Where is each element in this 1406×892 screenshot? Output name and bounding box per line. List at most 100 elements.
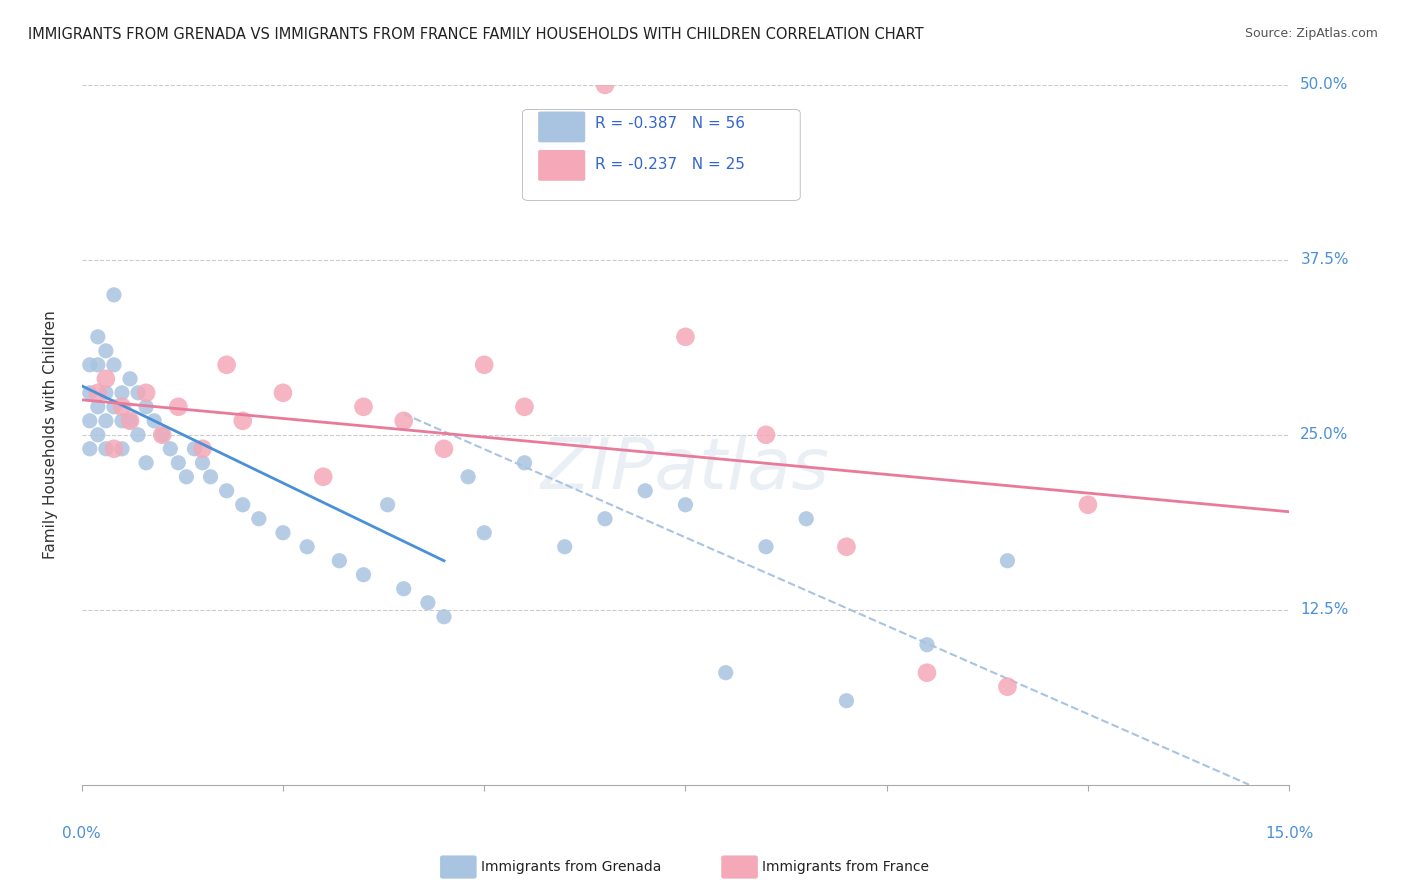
- Point: [634, 483, 657, 498]
- FancyBboxPatch shape: [538, 150, 585, 181]
- Point: [94, 343, 117, 358]
- Point: [135, 385, 157, 400]
- Point: [353, 400, 375, 414]
- Point: [915, 638, 938, 652]
- Point: [675, 498, 697, 512]
- Point: [392, 414, 415, 428]
- Point: [794, 512, 817, 526]
- Point: [176, 470, 198, 484]
- Point: [271, 385, 294, 400]
- Point: [416, 596, 439, 610]
- Point: [103, 358, 125, 372]
- FancyBboxPatch shape: [538, 112, 585, 143]
- Point: [79, 385, 101, 400]
- Point: [755, 540, 778, 554]
- Text: Source: ZipAtlas.com: Source: ZipAtlas.com: [1244, 27, 1378, 40]
- FancyBboxPatch shape: [440, 855, 477, 879]
- Point: [755, 427, 778, 442]
- Point: [103, 400, 125, 414]
- Point: [118, 414, 141, 428]
- Point: [997, 680, 1019, 694]
- Point: [94, 385, 117, 400]
- Point: [87, 358, 110, 372]
- Point: [593, 512, 616, 526]
- Point: [247, 512, 270, 526]
- Point: [150, 427, 173, 442]
- Text: R = -0.237   N = 25: R = -0.237 N = 25: [595, 156, 745, 171]
- Point: [295, 540, 318, 554]
- Text: 25.0%: 25.0%: [1301, 427, 1348, 442]
- Point: [1077, 498, 1099, 512]
- Text: 15.0%: 15.0%: [1265, 826, 1313, 841]
- Y-axis label: Family Households with Children: Family Households with Children: [44, 310, 58, 559]
- Point: [87, 385, 110, 400]
- Point: [513, 456, 536, 470]
- FancyBboxPatch shape: [721, 855, 758, 879]
- Point: [159, 442, 181, 456]
- Point: [135, 456, 157, 470]
- Point: [118, 372, 141, 386]
- Point: [675, 330, 697, 344]
- Point: [103, 442, 125, 456]
- Point: [127, 427, 149, 442]
- Text: 50.0%: 50.0%: [1301, 78, 1348, 93]
- Text: IMMIGRANTS FROM GRENADA VS IMMIGRANTS FROM FRANCE FAMILY HOUSEHOLDS WITH CHILDRE: IMMIGRANTS FROM GRENADA VS IMMIGRANTS FR…: [28, 27, 924, 42]
- Point: [513, 400, 536, 414]
- Point: [377, 498, 399, 512]
- Point: [191, 442, 214, 456]
- Point: [232, 498, 254, 512]
- Point: [94, 414, 117, 428]
- Point: [111, 442, 134, 456]
- Point: [79, 442, 101, 456]
- FancyBboxPatch shape: [523, 110, 800, 201]
- Point: [94, 372, 117, 386]
- Point: [150, 427, 173, 442]
- Point: [271, 525, 294, 540]
- Text: Immigrants from Grenada: Immigrants from Grenada: [481, 860, 661, 874]
- Point: [167, 400, 190, 414]
- Point: [835, 694, 858, 708]
- Point: [111, 414, 134, 428]
- Point: [328, 554, 350, 568]
- Point: [118, 414, 141, 428]
- Point: [87, 427, 110, 442]
- Text: ZIPatlas: ZIPatlas: [541, 435, 830, 504]
- Point: [472, 525, 495, 540]
- Point: [94, 442, 117, 456]
- Point: [554, 540, 576, 554]
- Point: [714, 665, 737, 680]
- Point: [997, 554, 1019, 568]
- Point: [87, 400, 110, 414]
- Point: [312, 470, 335, 484]
- Point: [103, 288, 125, 302]
- Point: [433, 609, 456, 624]
- Point: [232, 414, 254, 428]
- Point: [87, 330, 110, 344]
- Point: [457, 470, 479, 484]
- Point: [183, 442, 205, 456]
- Point: [167, 456, 190, 470]
- Point: [191, 456, 214, 470]
- Point: [79, 414, 101, 428]
- Point: [472, 358, 495, 372]
- Point: [79, 358, 101, 372]
- Point: [433, 442, 456, 456]
- Point: [593, 78, 616, 92]
- Point: [127, 385, 149, 400]
- Point: [143, 414, 166, 428]
- Point: [111, 385, 134, 400]
- Point: [392, 582, 415, 596]
- Point: [353, 567, 375, 582]
- Point: [135, 400, 157, 414]
- Point: [200, 470, 222, 484]
- Point: [215, 358, 238, 372]
- Text: Immigrants from France: Immigrants from France: [762, 860, 929, 874]
- Text: 37.5%: 37.5%: [1301, 252, 1348, 268]
- Point: [915, 665, 938, 680]
- Point: [215, 483, 238, 498]
- Point: [111, 400, 134, 414]
- Text: R = -0.387   N = 56: R = -0.387 N = 56: [595, 116, 745, 131]
- Text: 12.5%: 12.5%: [1301, 602, 1348, 617]
- Point: [835, 540, 858, 554]
- Text: 0.0%: 0.0%: [62, 826, 101, 841]
